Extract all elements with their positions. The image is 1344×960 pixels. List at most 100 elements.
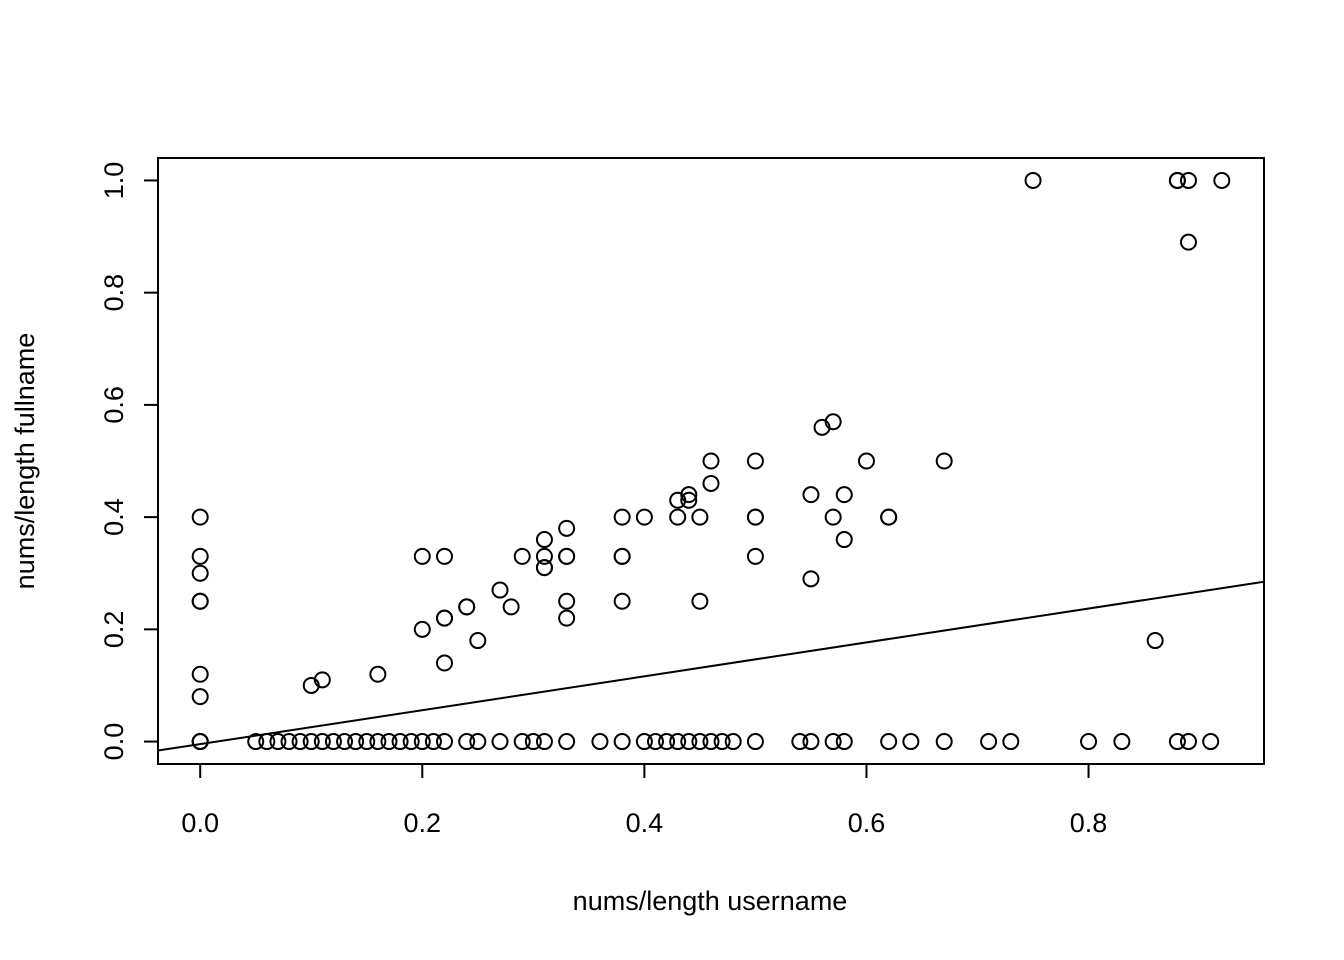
data-point: [524, 733, 542, 751]
data-point: [391, 733, 409, 751]
x-tick-label: 0.4: [626, 808, 664, 838]
data-point: [702, 452, 720, 470]
x-tick-label: 0.0: [181, 808, 219, 838]
fit-line-group: [158, 580, 1264, 752]
data-point: [935, 733, 953, 751]
data-point: [691, 733, 709, 751]
data-point: [469, 733, 487, 751]
y-tick-label: 1.0: [99, 162, 129, 200]
data-point: [680, 491, 698, 509]
fit-line: [158, 580, 1264, 752]
data-point: [413, 547, 431, 565]
y-axis-label: nums/length fullname: [10, 333, 40, 590]
data-point: [513, 547, 531, 565]
data-point: [502, 598, 520, 616]
data-point: [558, 609, 576, 627]
data-point: [824, 508, 842, 526]
data-point: [369, 665, 387, 683]
data-point: [291, 733, 309, 751]
data-point: [558, 547, 576, 565]
data-point: [835, 531, 853, 549]
data-point: [1179, 733, 1197, 751]
data-point: [724, 733, 742, 751]
data-point: [1168, 171, 1186, 189]
data-point: [857, 452, 875, 470]
data-point: [191, 665, 209, 683]
data-point: [702, 733, 720, 751]
data-point: [635, 733, 653, 751]
data-point: [746, 733, 764, 751]
data-point: [980, 733, 998, 751]
y-axis: 0.0 0.2 0.4 0.6 0.8 1.0: [99, 162, 159, 761]
data-point: [247, 733, 265, 751]
data-point: [347, 733, 365, 751]
data-point: [191, 733, 209, 751]
data-point: [369, 733, 387, 751]
data-point: [269, 733, 287, 751]
data-point: [535, 547, 553, 565]
data-point: [1168, 733, 1186, 751]
data-point: [558, 592, 576, 610]
data-point: [1179, 233, 1197, 251]
data-point: [669, 733, 687, 751]
data-point: [613, 733, 631, 751]
data-point: [313, 733, 331, 751]
data-point: [435, 609, 453, 627]
data-point: [802, 486, 820, 504]
x-axis-label: nums/length username: [573, 886, 848, 916]
data-point: [613, 592, 631, 610]
data-point: [558, 519, 576, 537]
data-point: [1179, 171, 1197, 189]
y-tick-label: 0.2: [99, 611, 129, 649]
data-point: [658, 733, 676, 751]
data-point: [691, 592, 709, 610]
data-point: [258, 733, 276, 751]
data-point: [591, 733, 609, 751]
data-point: [458, 733, 476, 751]
data-point: [746, 547, 764, 565]
data-point: [702, 474, 720, 492]
data-point: [824, 733, 842, 751]
data-point: [880, 508, 898, 526]
data-point: [535, 531, 553, 549]
data-point: [302, 733, 320, 751]
y-tick-label: 0.4: [99, 498, 129, 536]
data-point: [802, 733, 820, 751]
data-point: [1080, 733, 1098, 751]
data-point: [880, 733, 898, 751]
data-point: [835, 733, 853, 751]
data-point: [680, 486, 698, 504]
data-point: [458, 598, 476, 616]
data-point: [824, 413, 842, 431]
data-point: [558, 733, 576, 751]
y-tick-label: 0.6: [99, 386, 129, 424]
data-point: [513, 733, 531, 751]
data-point: [713, 733, 731, 751]
data-point: [413, 620, 431, 638]
data-point: [435, 654, 453, 672]
data-point: [324, 733, 342, 751]
x-tick-label: 0.8: [1070, 808, 1108, 838]
data-point: [802, 570, 820, 588]
data-point: [491, 581, 509, 599]
y-tick-label: 0.0: [99, 723, 129, 761]
points-group: [191, 171, 1231, 751]
data-point: [746, 452, 764, 470]
data-point: [191, 508, 209, 526]
data-point: [402, 733, 420, 751]
data-point: [191, 592, 209, 610]
data-point: [746, 508, 764, 526]
data-point: [613, 508, 631, 526]
data-point: [280, 733, 298, 751]
data-point: [1002, 733, 1020, 751]
data-point: [413, 733, 431, 751]
data-point: [535, 559, 553, 577]
data-point: [491, 733, 509, 751]
data-point: [1146, 632, 1164, 650]
data-point: [302, 676, 320, 694]
data-point: [680, 733, 698, 751]
data-point: [669, 508, 687, 526]
data-point: [613, 547, 631, 565]
x-tick-label: 0.2: [404, 808, 442, 838]
